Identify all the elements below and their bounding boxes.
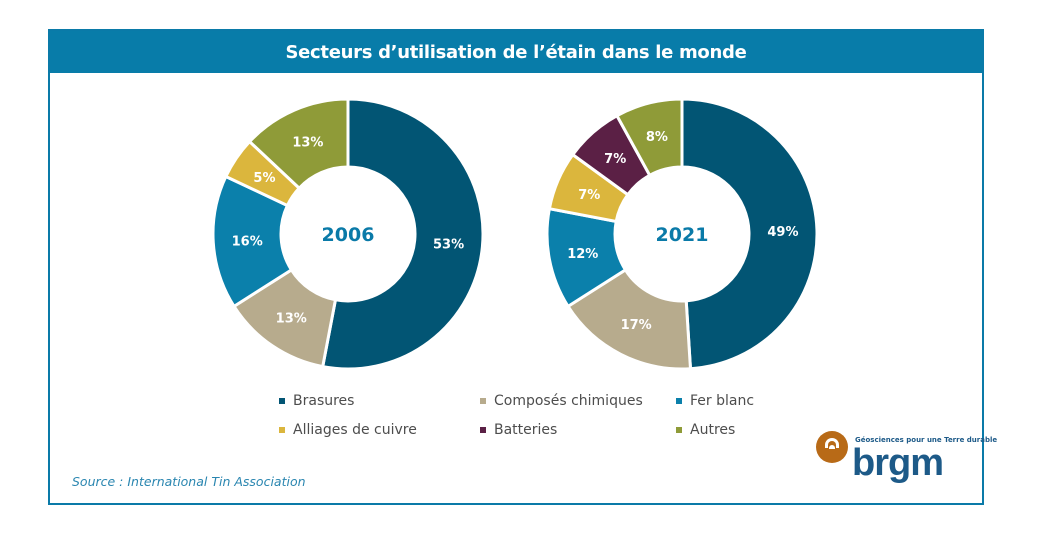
legend-label: Alliages de cuivre [293,422,417,438]
legend-label: Batteries [494,422,558,438]
logo-dot-icon [829,445,835,449]
slice-label-autres: 13% [292,135,323,150]
slice-label-fer-blanc: 16% [232,234,263,249]
logo-brand: brgm [852,442,944,484]
legend-item-brasures: Brasures [279,393,354,409]
legend-item-autres: Autres [676,422,735,438]
legend-item-alliages-de-cuivre: Alliages de cuivre [279,422,417,438]
slice-label-brasures: 53% [433,238,464,253]
slice-autres [614,97,684,178]
legend-label: Brasures [293,393,355,409]
slice-label-composes-chimiques: 13% [276,312,307,327]
donut-chart-2021: 49% 17% 12% 7% 7% 8% 2021 [545,97,819,371]
infographic-frame: Secteurs d’utilisation de l’étain dans l… [48,29,984,505]
logo-tagline: Géosciences pour une Terre durable [855,436,998,444]
legend-swatch [676,398,682,404]
donut-chart-2006: 53% 13% 16% 5% 13% 2006 [211,97,485,371]
logo-arc-icon [825,438,839,448]
source-note: Source : International Tin Association [72,474,306,489]
slice-label-alliages-de-cuivre: 5% [253,171,275,186]
donut-center-year: 2006 [322,224,375,246]
legend-swatch [480,398,486,404]
slice-label-composes-chimiques: 17% [621,318,652,333]
legend-label: Fer blanc [690,393,755,409]
donut-center-year: 2021 [656,224,709,246]
legend-swatch [279,398,285,404]
legend-item-composes-chimiques: Composés chimiques [480,393,643,409]
legend-swatch [676,427,682,433]
legend-label: Composés chimiques [494,393,643,409]
legend-swatch [279,427,285,433]
legend-item-fer-blanc: Fer blanc [676,393,754,409]
brgm-logo: Géosciences pour une Terre durable brgm [812,425,997,495]
chart-title: Secteurs d’utilisation de l’étain dans l… [285,41,747,63]
legend-swatch [480,427,486,433]
legend-label: Autres [690,422,736,438]
slice-fer-blanc [211,174,294,309]
header-bar: Secteurs d’utilisation de l’étain dans l… [50,31,982,73]
slice-label-autres: 8% [646,130,668,145]
slice-label-brasures: 49% [767,225,798,240]
slice-label-alliages-de-cuivre: 7% [578,188,600,203]
slice-label-batteries: 7% [604,152,626,167]
slice-brasures [680,97,819,371]
slice-label-fer-blanc: 12% [567,247,598,262]
legend-item-batteries: Batteries [480,422,557,438]
slice-autres [247,97,350,191]
slice-brasures [320,97,485,371]
